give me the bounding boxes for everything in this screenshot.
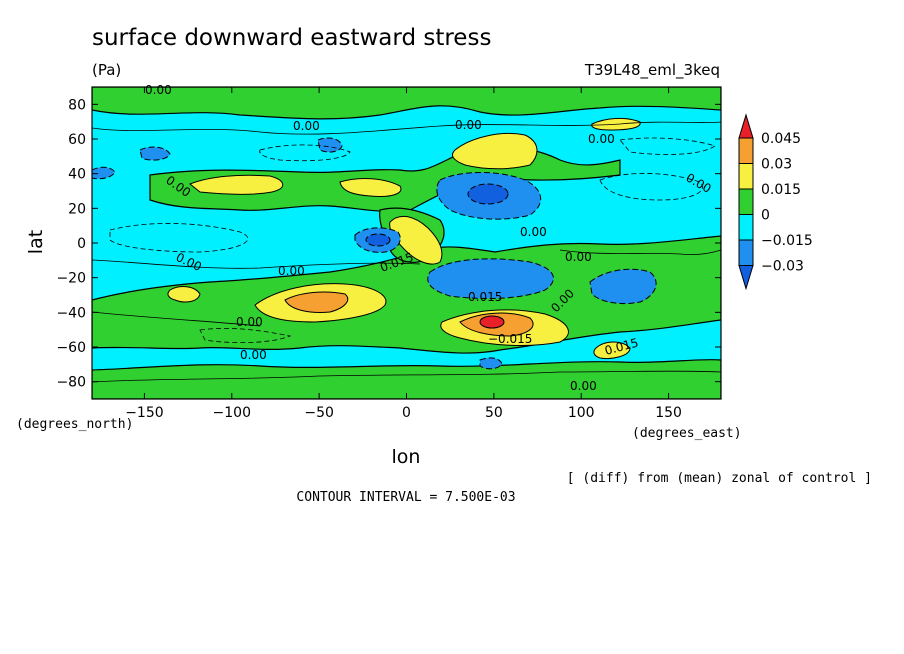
colorbar-segment bbox=[738, 239, 754, 266]
colorbar-arrow-bottom bbox=[738, 265, 754, 291]
contour-interval-text: CONTOUR INTERVAL = 7.500E-03 bbox=[296, 490, 515, 505]
colorbar-arrow-top bbox=[738, 113, 754, 139]
y-axis-ticks: 80 60 40 20 0 −20 −40 −60 −80 bbox=[56, 97, 721, 391]
contour-label: 0.00 bbox=[520, 225, 547, 239]
x-tick-label: 50 bbox=[485, 405, 503, 421]
x-units-label: (degrees_east) bbox=[632, 426, 742, 441]
y-axis-label: lat bbox=[25, 230, 47, 254]
y-tick-label: −60 bbox=[56, 340, 86, 356]
colorbar-label: 0 bbox=[761, 208, 770, 224]
contour-label: 0.00 bbox=[570, 379, 597, 393]
colorbar-label: 0.045 bbox=[761, 131, 801, 147]
y-tick-label: 0 bbox=[77, 236, 86, 252]
colorbar-label: −0.03 bbox=[761, 259, 804, 275]
contour-field bbox=[92, 87, 721, 399]
x-axis-label: lon bbox=[392, 446, 421, 468]
x-tick-label: 150 bbox=[655, 405, 682, 421]
colorbar-label: 0.03 bbox=[761, 157, 792, 173]
contour-label: 0.00 bbox=[455, 118, 482, 132]
y-units-label: (degrees_north) bbox=[16, 417, 133, 432]
contour-label: 0.00 bbox=[240, 348, 267, 362]
colorbar-segment bbox=[738, 188, 754, 215]
colorbar-segment bbox=[738, 137, 754, 164]
experiment-label: T39L48_eml_3keq bbox=[584, 61, 720, 80]
contour-label: 0.00 bbox=[145, 83, 172, 97]
colorbar: 0.045 0.03 0.015 0 −0.015 −0.03 bbox=[738, 113, 813, 291]
contour-label: 0.015 bbox=[468, 290, 502, 304]
colorbar-segment bbox=[738, 163, 754, 190]
x-tick-label: 0 bbox=[402, 405, 411, 421]
y-tick-label: 60 bbox=[68, 132, 86, 148]
annotation-text: [ (diff) from (mean) zonal of control ] bbox=[567, 471, 872, 486]
colorbar-segment bbox=[738, 214, 754, 241]
x-tick-label: 100 bbox=[568, 405, 595, 421]
contour-label: −0.015 bbox=[488, 332, 532, 346]
x-tick-label: −150 bbox=[125, 405, 163, 421]
colorbar-label: 0.015 bbox=[761, 182, 801, 198]
y-tick-label: −20 bbox=[56, 271, 86, 287]
contour-label: 0.00 bbox=[588, 132, 615, 146]
contour-label: 0.00 bbox=[565, 250, 592, 264]
contour-label: 0.00 bbox=[293, 119, 320, 133]
y-tick-label: 80 bbox=[68, 97, 86, 113]
y-tick-label: 20 bbox=[68, 201, 86, 217]
contour-label: 0.00 bbox=[278, 264, 305, 278]
x-axis-ticks: −150 −100 −50 0 50 100 150 bbox=[125, 87, 682, 421]
x-tick-label: −100 bbox=[213, 405, 251, 421]
x-tick-label: −50 bbox=[304, 405, 334, 421]
y-tick-label: 40 bbox=[68, 167, 86, 183]
units-label: (Pa) bbox=[92, 61, 121, 79]
y-tick-label: −80 bbox=[56, 375, 86, 391]
y-tick-label: −40 bbox=[56, 305, 86, 321]
chart-title: surface downward eastward stress bbox=[92, 25, 491, 51]
contour-label: 0.00 bbox=[236, 315, 263, 329]
colorbar-label: −0.015 bbox=[761, 233, 813, 249]
